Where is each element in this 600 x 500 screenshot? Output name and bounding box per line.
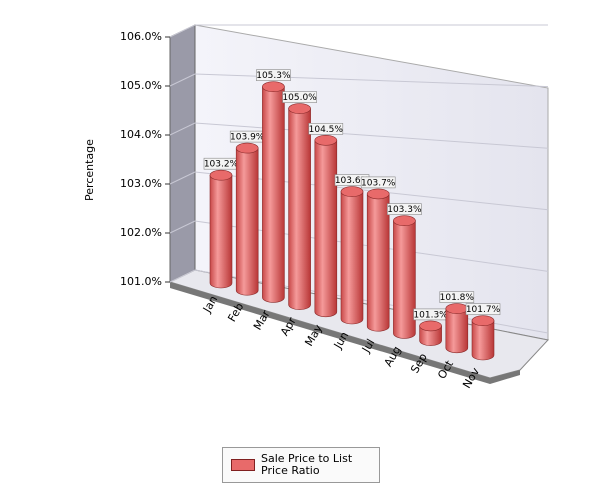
legend-label: Sale Price to List Price Ratio [261, 452, 353, 477]
value-label-box [387, 203, 422, 215]
value-label-box [282, 91, 317, 103]
bar [262, 86, 285, 303]
grid-line [169, 73, 196, 87]
side-wall [169, 24, 196, 283]
grid-line [169, 24, 196, 38]
bar [314, 140, 338, 318]
value-label: 103.9% [230, 133, 265, 143]
value-label: 101.7% [466, 305, 501, 315]
bar [366, 193, 390, 332]
bar-top [262, 81, 285, 92]
bar [471, 320, 495, 361]
bar-top [235, 142, 259, 154]
y-axis-label: Percentage [83, 139, 96, 201]
grid-line [169, 171, 196, 185]
value-label-box [308, 123, 344, 135]
value-label: 104.5% [309, 125, 344, 135]
value-label: 101.3% [413, 310, 448, 320]
grid-line [194, 122, 549, 149]
value-label: 103.6% [335, 176, 370, 186]
value-label: 103.7% [361, 178, 396, 188]
y-tick-label: 105.0% [120, 79, 162, 92]
bar [393, 220, 416, 339]
bar-top [393, 215, 416, 226]
bar [209, 174, 233, 289]
grid-line [169, 122, 196, 136]
bar-top [445, 303, 469, 314]
y-tick-label: 103.0% [120, 177, 162, 190]
grid-line [194, 73, 549, 88]
bar [288, 108, 311, 310]
bar [235, 147, 259, 296]
value-label-box [360, 176, 396, 189]
bar-top [366, 188, 390, 200]
bar-top [314, 135, 338, 146]
value-label: 103.3% [387, 205, 422, 215]
bar-top [419, 320, 442, 332]
y-tick-label: 104.0% [120, 128, 162, 141]
x-tick-label: Jul [359, 337, 377, 356]
value-label-box [256, 69, 291, 81]
legend-swatch [231, 459, 255, 471]
legend: Sale Price to List Price Ratio [222, 447, 380, 483]
bar [340, 191, 364, 325]
value-label: 101.8% [440, 293, 475, 303]
grid-line [169, 269, 196, 283]
bar-top [209, 169, 233, 181]
value-label-box [439, 291, 475, 303]
bar-top [340, 186, 364, 197]
y-tick-label: 102.0% [120, 226, 162, 239]
bar [419, 325, 442, 346]
bar [445, 308, 469, 354]
y-tick-label: 106.0% [120, 30, 162, 43]
value-label: 105.3% [256, 71, 291, 81]
value-label: 103.2% [204, 160, 239, 170]
value-label: 105.0% [282, 93, 317, 103]
y-tick-label: 101.0% [120, 275, 162, 288]
bar-top [288, 103, 311, 114]
bar-top [471, 315, 495, 327]
value-label-box [465, 303, 501, 316]
grid-line [169, 220, 196, 234]
